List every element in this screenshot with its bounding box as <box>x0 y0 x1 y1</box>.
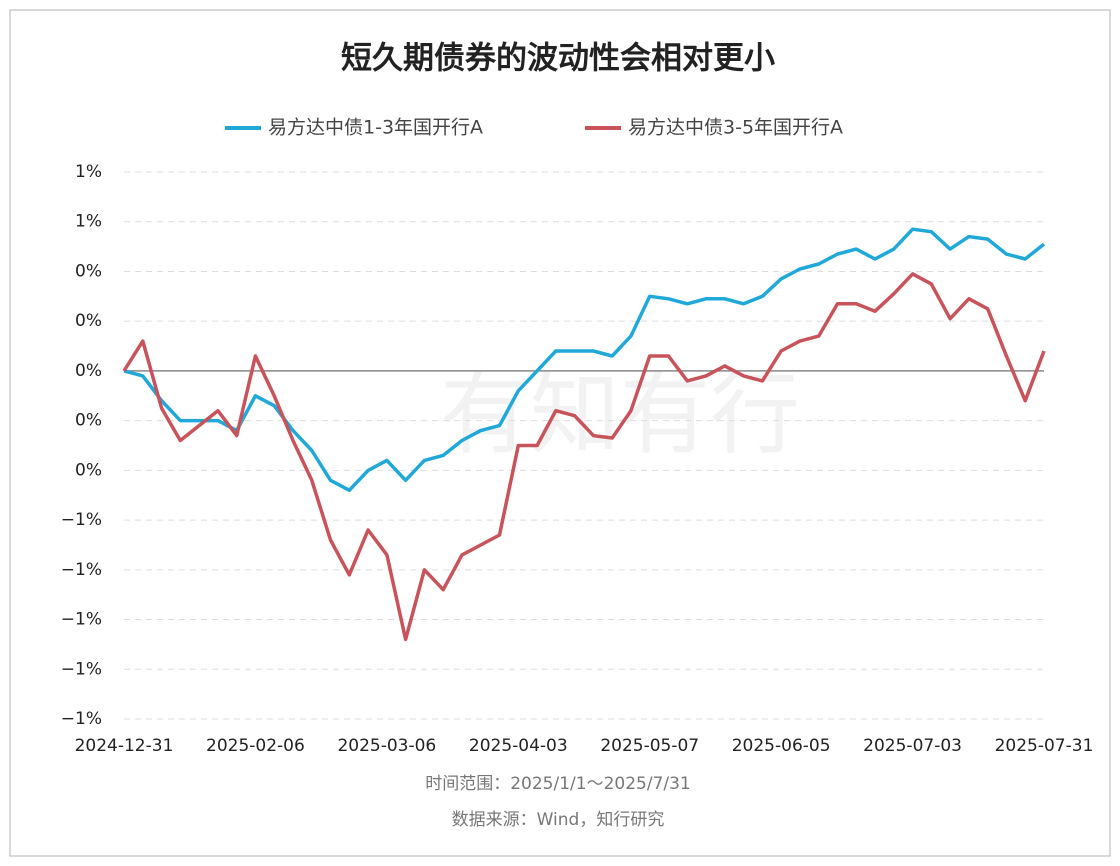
x-tick-label: 2025-02-06 <box>206 736 305 756</box>
x-tick-label: 2025-05-07 <box>600 736 699 756</box>
legend-label: 易方达中债1-3年国开行A <box>268 117 483 139</box>
y-tick-label: −1% <box>61 709 102 729</box>
x-tick-label: 2025-07-31 <box>995 736 1094 756</box>
watermark: 有知有行 <box>440 362 800 467</box>
series-line <box>123 227 1046 493</box>
y-tick-label: −1% <box>61 560 102 580</box>
y-tick-label: 1% <box>75 162 102 182</box>
frame <box>9 9 1111 857</box>
chart-title: 短久期债券的波动性会相对更小 <box>341 41 775 77</box>
legend-label: 易方达中债3-5年国开行A <box>628 117 843 139</box>
y-tick-label: 0% <box>75 411 102 431</box>
y-tick-label: 0% <box>75 361 102 381</box>
y-tick-label: 1% <box>75 212 102 232</box>
y-tick-label: −1% <box>61 659 102 679</box>
x-tick-label: 2025-04-03 <box>469 736 568 756</box>
y-tick-label: −1% <box>61 510 102 530</box>
x-tick-label: 2024-12-31 <box>75 736 174 756</box>
y-tick-label: 0% <box>75 311 102 331</box>
x-tick-label: 2025-06-05 <box>732 736 831 756</box>
note: 数据来源：Wind，知行研究 <box>452 810 665 830</box>
x-tick-label: 2025-07-03 <box>863 736 962 756</box>
y-tick-label: 0% <box>75 460 102 480</box>
y-tick-label: −1% <box>61 610 102 630</box>
x-tick-label: 2025-03-06 <box>337 736 436 756</box>
series-line <box>122 272 1046 642</box>
y-tick-label: 0% <box>75 261 102 281</box>
note: 时间范围：2025/1/1～2025/7/31 <box>425 774 691 794</box>
